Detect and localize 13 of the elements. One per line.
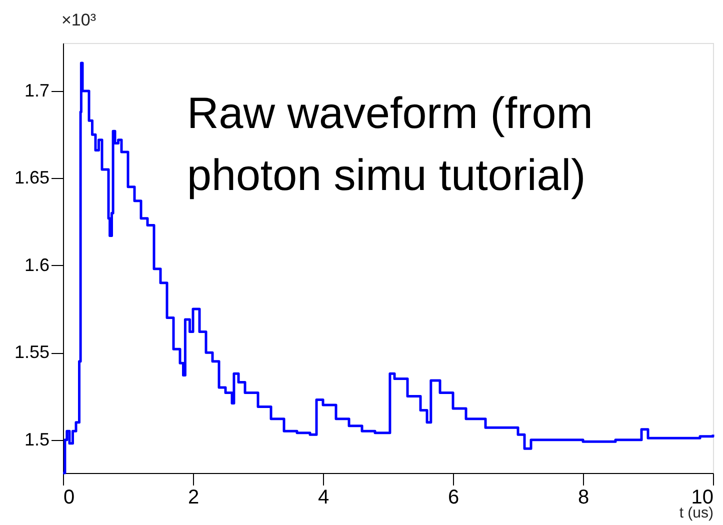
x-tick-label: 2 [188,486,200,508]
y-tick-label: 1.6 [24,254,50,275]
y-tick-label: 1.55 [14,342,50,362]
y-axis-title: ×10³ [62,10,96,30]
y-tick-label: 1.7 [24,80,50,100]
y-tick-label: 1.5 [24,429,50,450]
x-tick-label: 8 [578,486,590,508]
annotation: Raw waveform (from photon simu tutorial) [187,89,593,200]
x-axis-title: t (us) [679,504,714,522]
x-tick-label: 6 [448,486,460,508]
x-tick-label: 0 [64,486,75,508]
y-tick-label: 1.65 [14,168,50,188]
x-tick-label: 4 [318,486,330,508]
